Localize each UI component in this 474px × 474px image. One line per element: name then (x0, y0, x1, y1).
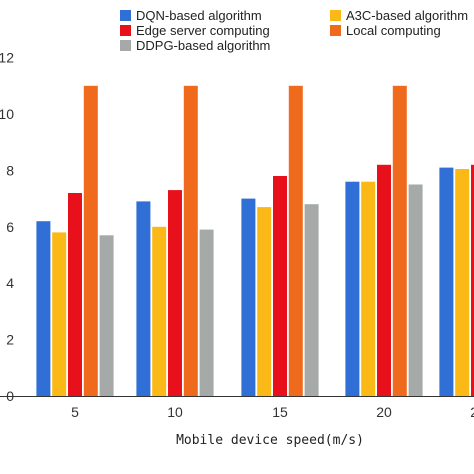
legend-label-dqn-based-algorithm: DQN-based algorithm (136, 8, 262, 23)
legend: DQN-based algorithm A3C-based algorithm Ed… (120, 8, 468, 53)
legend-label-edge-server-computing: Edge server computing (136, 23, 270, 38)
bar-ddpg-based-algorithm-20 (408, 184, 423, 396)
x-tick-label: 10 (167, 404, 183, 420)
bar-edge-server-computing-15 (273, 176, 287, 396)
bar-edge-server-computing-25 (471, 164, 474, 396)
bar-dqn-based-algorithm-20 (345, 181, 360, 396)
x-tick-label: 5 (71, 404, 79, 420)
x-axis-label: Mobile device speed(m/s) (176, 433, 364, 448)
y-tick-label: 4 (6, 275, 14, 291)
legend-swatch-dqn-based-algorithm (120, 10, 131, 21)
bar-a3c-based-algorithm-25 (455, 169, 470, 396)
legend-label-ddpg-based-algorithm: DDPG-based algorithm (136, 38, 270, 53)
x-tick-label: 25 (470, 404, 474, 420)
legend-swatch-local-computing (330, 25, 341, 36)
legend-label-local-computing: Local computing (346, 23, 441, 38)
bars-group (36, 85, 474, 397)
bar-ddpg-based-algorithm-15 (304, 204, 319, 396)
bar-local-computing-15 (288, 85, 303, 397)
legend-label-a3c-based-algorithm: A3C-based algorithm (346, 8, 468, 23)
bar-edge-server-computing-20 (377, 164, 391, 396)
legend-swatch-edge-server-computing (120, 25, 131, 36)
bar-local-computing-20 (392, 85, 407, 397)
x-tick-label: 20 (376, 404, 392, 420)
y-tick-label: 12 (0, 50, 14, 66)
bar-edge-server-computing-5 (68, 193, 82, 396)
bar-a3c-based-algorithm-10 (152, 226, 167, 396)
bar-a3c-based-algorithm-20 (361, 181, 376, 396)
y-tick-label: 10 (0, 106, 14, 122)
bar-dqn-based-algorithm-15 (241, 198, 256, 396)
y-tick-label: 2 (6, 332, 14, 348)
y-axis-ticks: 024681012 (0, 50, 14, 404)
legend-swatch-a3c-based-algorithm (330, 10, 341, 21)
x-tick-label: 15 (272, 404, 288, 420)
bar-ddpg-based-algorithm-5 (99, 235, 114, 396)
legend-swatch-ddpg-based-algorithm (120, 40, 131, 51)
bar-dqn-based-algorithm-5 (36, 221, 51, 396)
bar-a3c-based-algorithm-5 (52, 232, 67, 396)
x-axis-ticks: 5 10 15 20 25 (71, 404, 474, 420)
bar-ddpg-based-algorithm-10 (199, 229, 214, 396)
y-tick-label: 8 (6, 162, 14, 178)
y-tick-label: 6 (6, 219, 14, 235)
bar-local-computing-5 (83, 85, 98, 397)
bar-dqn-based-algorithm-25 (439, 167, 454, 396)
bar-edge-server-computing-10 (168, 190, 182, 396)
bar-a3c-based-algorithm-15 (257, 207, 272, 396)
bar-local-computing-10 (183, 85, 198, 397)
bar-dqn-based-algorithm-10 (136, 201, 151, 396)
